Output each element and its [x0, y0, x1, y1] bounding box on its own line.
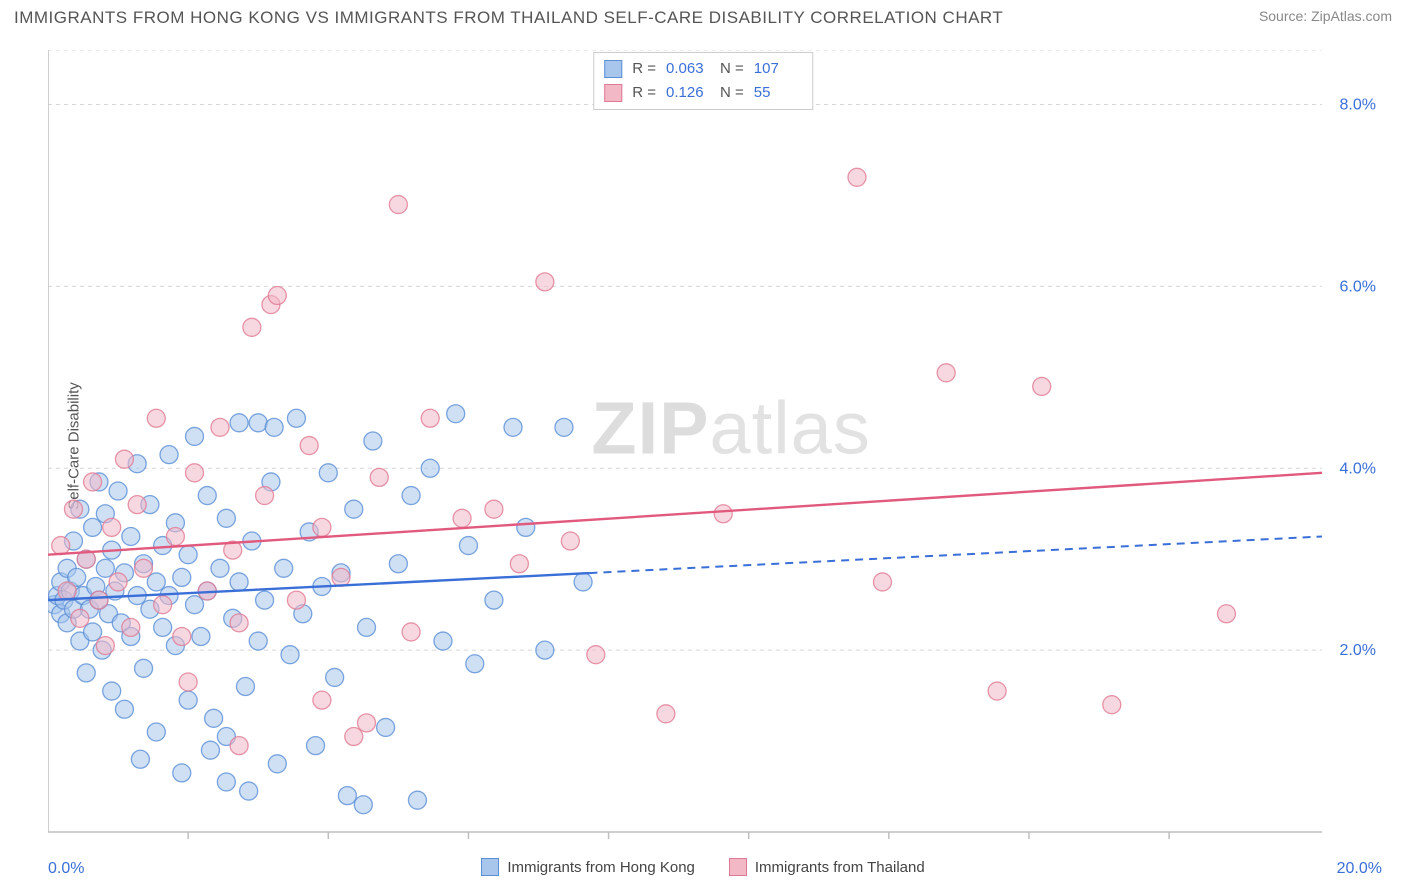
legend-label-hk: Immigrants from Hong Kong [507, 859, 695, 876]
footer-legend: Immigrants from Hong Kong Immigrants fro… [0, 858, 1406, 876]
legend-swatch-hk [481, 858, 499, 876]
source-prefix: Source: [1259, 8, 1311, 24]
stats-N-label: N = [720, 81, 744, 105]
legend-swatch-th [729, 858, 747, 876]
legend-item-hk: Immigrants from Hong Kong [481, 858, 695, 876]
stats-R-label: R = [632, 57, 656, 81]
legend-label-th: Immigrants from Thailand [755, 859, 925, 876]
stats-row-th: R = 0.126 N = 55 [604, 81, 798, 105]
stats-swatch-hk [604, 60, 622, 78]
chart-header: IMMIGRANTS FROM HONG KONG VS IMMIGRANTS … [14, 8, 1392, 28]
correlation-stats-box: R = 0.063 N = 107 R = 0.126 N = 55 [593, 52, 813, 110]
stats-R-value-hk: 0.063 [666, 57, 710, 81]
source-attribution: Source: ZipAtlas.com [1259, 8, 1392, 24]
source-name: ZipAtlas.com [1311, 8, 1392, 24]
svg-text:2.0%: 2.0% [1340, 642, 1376, 659]
stats-swatch-th [604, 84, 622, 102]
scatter-plot-svg: 2.0% 4.0% 6.0% 8.0% [48, 50, 1382, 840]
legend-item-th: Immigrants from Thailand [729, 858, 925, 876]
svg-text:8.0%: 8.0% [1340, 97, 1376, 114]
svg-text:6.0%: 6.0% [1340, 278, 1376, 295]
stats-R-label: R = [632, 81, 656, 105]
stats-N-value-th: 55 [754, 81, 798, 105]
svg-text:4.0%: 4.0% [1340, 460, 1376, 477]
stats-R-value-th: 0.126 [666, 81, 710, 105]
chart-title: IMMIGRANTS FROM HONG KONG VS IMMIGRANTS … [14, 8, 1003, 28]
plot-area: 2.0% 4.0% 6.0% 8.0% [48, 50, 1382, 840]
stats-row-hk: R = 0.063 N = 107 [604, 57, 798, 81]
stats-N-value-hk: 107 [754, 57, 798, 81]
stats-N-label: N = [720, 57, 744, 81]
